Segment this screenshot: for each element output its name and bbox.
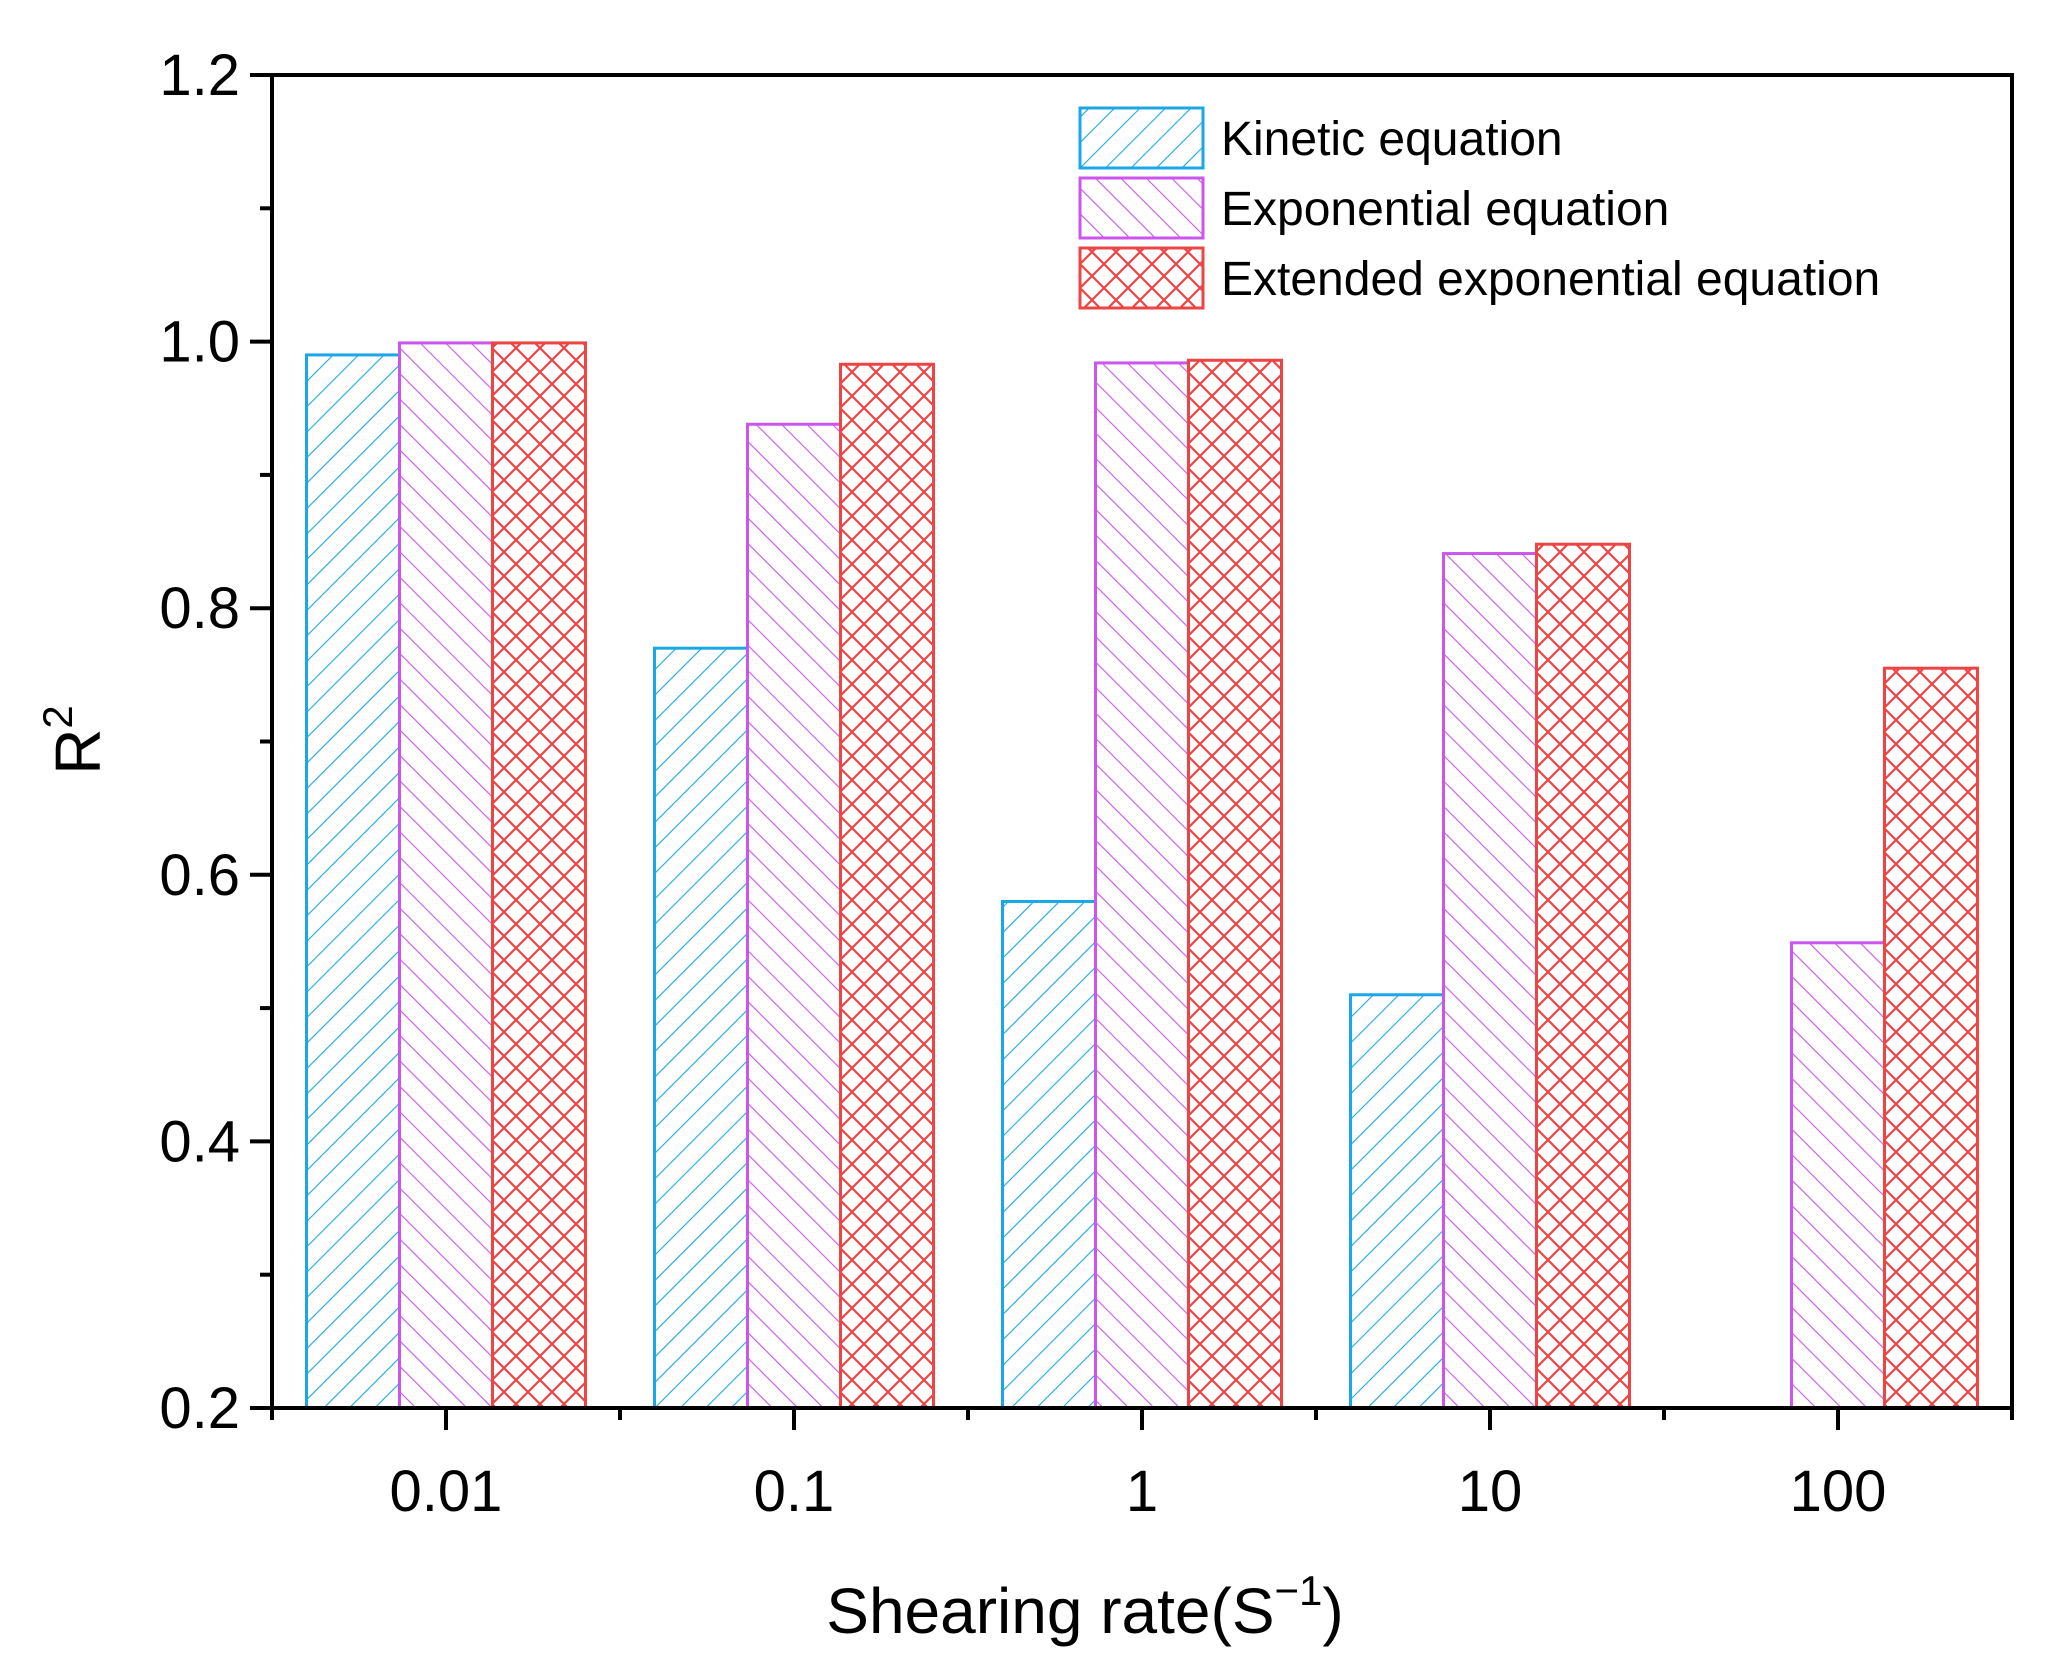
x-tick-label: 0.01 — [390, 1459, 503, 1524]
y-tick-label: 1.0 — [159, 310, 240, 375]
bar-2-0 — [491, 341, 587, 1410]
x-tick-label: 0.1 — [754, 1459, 835, 1524]
bar-2-2 — [1187, 358, 1283, 1410]
bar-0-0 — [305, 353, 401, 1410]
bar-0-2 — [1001, 899, 1097, 1410]
y-tick-label: 1.2 — [159, 43, 240, 108]
legend-label: Kinetic equation — [1221, 113, 1563, 166]
bar-2-4 — [1883, 666, 1979, 1410]
legend: Kinetic equation Exponential equation Exte… — [1078, 106, 1880, 310]
legend-label: Exponential equation — [1221, 183, 1669, 236]
bar-0-1 — [653, 646, 749, 1410]
bar-2-1 — [839, 362, 935, 1410]
y-axis-title-superscript: 2 — [34, 705, 81, 728]
x-tick-label: 10 — [1458, 1459, 1523, 1524]
bar-1-0 — [398, 341, 494, 1410]
y-axis: 0.2 0.4 0.6 0.8 1.0 1.2 — [159, 43, 272, 1441]
x-axis: 0.01 0.1 1 10 100 — [270, 1408, 2014, 1524]
y-tick-label: 0.6 — [159, 843, 240, 908]
bar-1-3 — [1442, 552, 1538, 1410]
legend-swatch — [1078, 176, 1205, 240]
y-tick-label: 0.4 — [159, 1109, 240, 1174]
x-axis-title-superscript: −1 — [1275, 1567, 1323, 1614]
legend-swatch — [1078, 106, 1205, 170]
x-tick-label: 1 — [1126, 1459, 1158, 1524]
y-tick-label: 0.2 — [159, 1376, 240, 1441]
y-axis-title: R2 — [34, 705, 114, 775]
bar-1-4 — [1790, 941, 1886, 1410]
legend-label: Extended exponential equation — [1221, 253, 1880, 306]
bar-1-2 — [1094, 361, 1190, 1410]
legend-swatch — [1078, 246, 1205, 310]
y-tick-label: 0.8 — [159, 576, 240, 641]
x-axis-title-close: ) — [1322, 1575, 1343, 1647]
bar-0-3 — [1349, 993, 1445, 1410]
bars-layer — [305, 341, 1979, 1410]
bar-1-1 — [746, 422, 842, 1410]
x-axis-title: Shearing rate(S−1) — [826, 1567, 1343, 1647]
x-tick-label: 100 — [1790, 1459, 1887, 1524]
bar-2-3 — [1535, 542, 1631, 1410]
